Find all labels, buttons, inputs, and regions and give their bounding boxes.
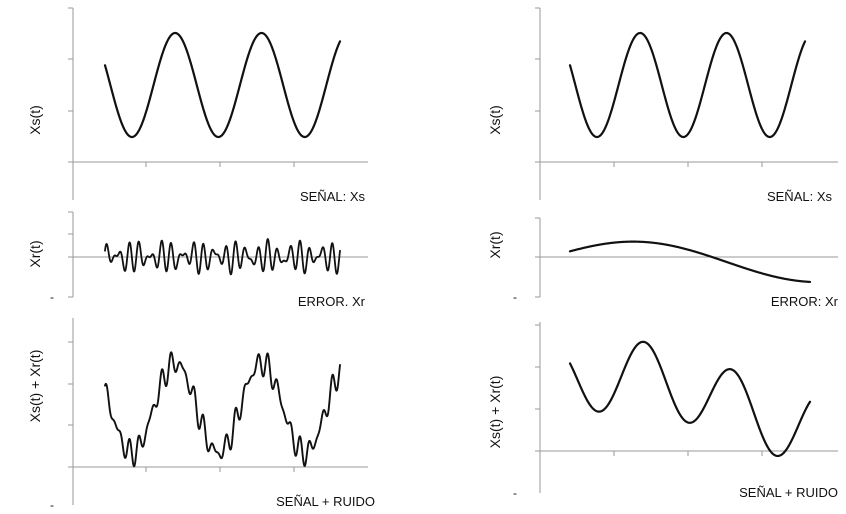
series-line: [103, 31, 342, 139]
panel-caption: SEÑAL + RUIDO: [276, 494, 375, 509]
panel-right-bottom: Xs(t) + Xr(t) - SEÑAL + RUIDO: [487, 322, 838, 500]
series-line: [568, 240, 812, 284]
series-line: [104, 351, 341, 468]
y-axis-label: Xs(t): [27, 105, 43, 135]
y-axis-label: Xs(t) + Xr(t): [487, 376, 503, 449]
series-line: [104, 238, 341, 276]
y-axis-label: Xr(t): [487, 231, 503, 258]
y-axis-label: Xr(t): [27, 240, 43, 267]
y-axis-label: Xs(t) + Xr(t): [27, 350, 43, 423]
panel-left-top: Xs(t) SEÑAL: Xs: [27, 7, 368, 204]
series-line: [568, 31, 807, 139]
series-line: [568, 340, 812, 458]
y-axis-label: Xs(t): [487, 105, 503, 135]
tick-label: -: [50, 498, 54, 512]
panel-caption: ERROR: Xr: [771, 294, 839, 309]
panel-caption: SEÑAL + RUIDO: [739, 485, 838, 500]
panel-right-top: Xs(t) SEÑAL: Xs: [487, 7, 838, 204]
panel-caption: SEÑAL: Xs: [300, 189, 366, 204]
tick-label: -: [513, 290, 517, 304]
panel-left-bottom: Xs(t) + Xr(t) - SEÑAL + RUIDO: [27, 318, 375, 512]
tick-label: -: [513, 486, 517, 500]
panel-right-middle: Xr(t) - ERROR: Xr: [487, 217, 839, 309]
panel-caption: ERROR. Xr: [298, 294, 366, 309]
panel-caption: SEÑAL: Xs: [767, 189, 833, 204]
tick-label: -: [50, 290, 54, 304]
panel-left-middle: Xr(t) - ERROR. Xr: [27, 211, 368, 309]
